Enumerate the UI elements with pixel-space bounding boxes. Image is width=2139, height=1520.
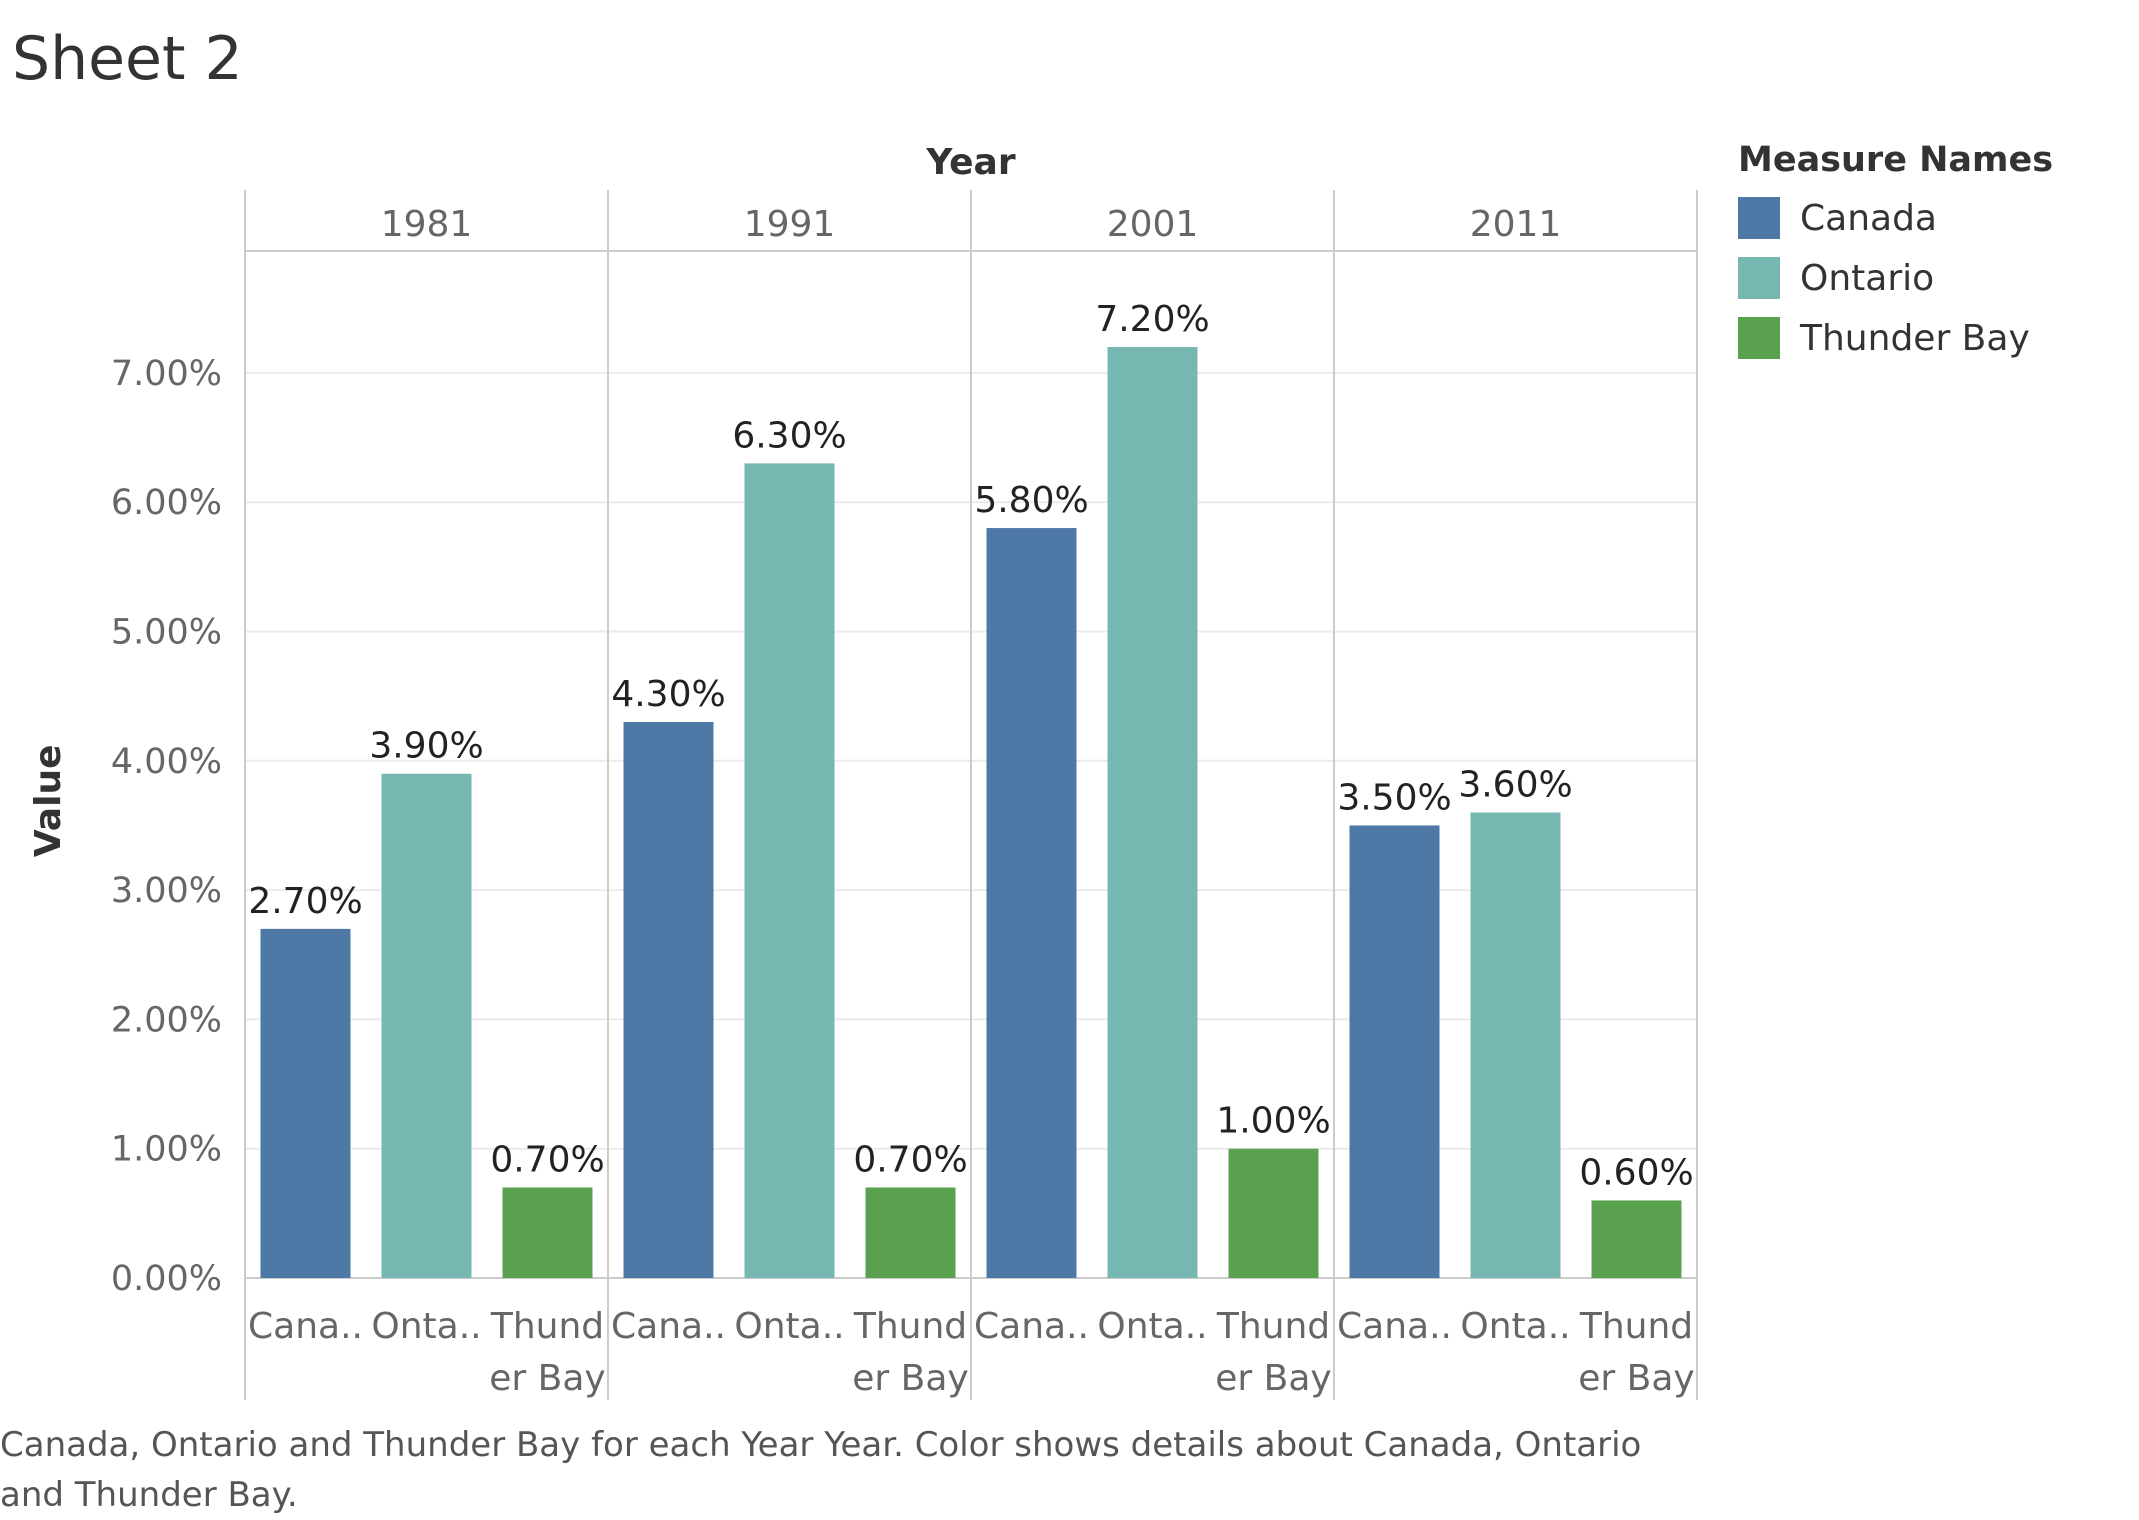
x-tick-label: Onta.. <box>1097 1306 1207 1347</box>
data-label: 5.80% <box>974 480 1088 521</box>
x-tick-label: er Bay <box>1578 1358 1694 1399</box>
x-tick-label: Thund <box>1579 1306 1693 1347</box>
legend-label: Thunder Bay <box>1800 317 2030 359</box>
x-tick-label: Thund <box>1216 1306 1330 1347</box>
legend-swatch-ontario <box>1738 257 1780 299</box>
chart-caption: Canada, Ontario and Thunder Bay for each… <box>0 1425 1642 1515</box>
bar-canada-1981 <box>260 928 351 1278</box>
bar-canada-2011 <box>1349 825 1440 1278</box>
data-label: 0.70% <box>853 1139 967 1180</box>
y-tick-label: 1.00% <box>111 1130 222 1170</box>
column-header-title: Year <box>925 142 1015 183</box>
bar-ontario-2001 <box>1107 347 1198 1278</box>
x-tick-label: Thund <box>853 1306 967 1347</box>
legend-item-canada[interactable]: Canada <box>1738 188 2053 248</box>
sheet-title: Sheet 2 <box>12 24 243 94</box>
legend-title: Measure Names <box>1738 140 2054 180</box>
bar-canada-1991 <box>623 722 714 1278</box>
legend-swatch-thunder-bay <box>1738 317 1780 359</box>
y-tick-label: 4.00% <box>111 742 222 782</box>
bar-ontario-1991 <box>744 463 835 1278</box>
data-label: 0.60% <box>1579 1152 1693 1193</box>
data-label: 7.20% <box>1095 299 1209 340</box>
y-tick-label: 6.00% <box>111 483 222 523</box>
data-label: 0.70% <box>490 1139 604 1180</box>
x-tick-label: Cana.. <box>974 1306 1089 1347</box>
x-tick-label: Thund <box>490 1306 604 1347</box>
data-label: 4.30% <box>611 674 725 715</box>
x-tick-label: Onta.. <box>371 1306 481 1347</box>
year-header-2011: 2011 <box>1470 204 1562 245</box>
bar-chart: 0.00% 1.00% 2.00% 3.00% 4.00% 5.00% 6.00% 7.00%… <box>28 142 1698 1400</box>
data-label: 3.90% <box>369 726 483 767</box>
legend: Measure Names Canada Ontario Thunder Bay <box>1738 140 2053 368</box>
bar-thunder-bay-2011 <box>1591 1200 1682 1278</box>
y-tick-label: 2.00% <box>111 1000 222 1040</box>
x-tick-label: er Bay <box>489 1358 605 1399</box>
data-label: 6.30% <box>732 415 846 456</box>
bar-thunder-bay-1981 <box>502 1187 593 1278</box>
y-tick-label: 5.00% <box>111 613 222 653</box>
bar-ontario-1981 <box>381 773 472 1278</box>
x-tick-label: Cana.. <box>248 1306 363 1347</box>
data-label: 1.00% <box>1216 1101 1330 1142</box>
y-tick-label: 3.00% <box>111 871 222 911</box>
data-label: 3.60% <box>1458 765 1572 806</box>
x-tick-label: Cana.. <box>611 1306 726 1347</box>
legend-item-thunder-bay[interactable]: Thunder Bay <box>1738 308 2053 368</box>
x-tick-label: er Bay <box>852 1358 968 1399</box>
year-header-2001: 2001 <box>1107 204 1199 245</box>
x-tick-label: Cana.. <box>1337 1306 1452 1347</box>
legend-swatch-canada <box>1738 197 1780 239</box>
x-tick-label: Onta.. <box>1460 1306 1570 1347</box>
year-header-1991: 1991 <box>744 204 836 245</box>
bar-canada-2001 <box>986 528 1077 1278</box>
bar-ontario-2011 <box>1470 812 1561 1278</box>
y-tick-label: 0.00% <box>111 1259 222 1299</box>
legend-label: Canada <box>1800 197 1937 239</box>
x-tick-label: er Bay <box>1215 1358 1331 1399</box>
legend-label: Ontario <box>1800 257 1935 299</box>
y-axis-title: Value <box>28 745 69 858</box>
legend-item-ontario[interactable]: Ontario <box>1738 248 2053 308</box>
year-header-1981: 1981 <box>381 204 473 245</box>
x-tick-label: Onta.. <box>734 1306 844 1347</box>
bar-thunder-bay-1991 <box>865 1187 956 1278</box>
y-tick-label: 7.00% <box>111 354 222 394</box>
data-label: 2.70% <box>248 881 362 922</box>
data-label: 3.50% <box>1337 777 1451 818</box>
bar-thunder-bay-2001 <box>1228 1148 1319 1278</box>
